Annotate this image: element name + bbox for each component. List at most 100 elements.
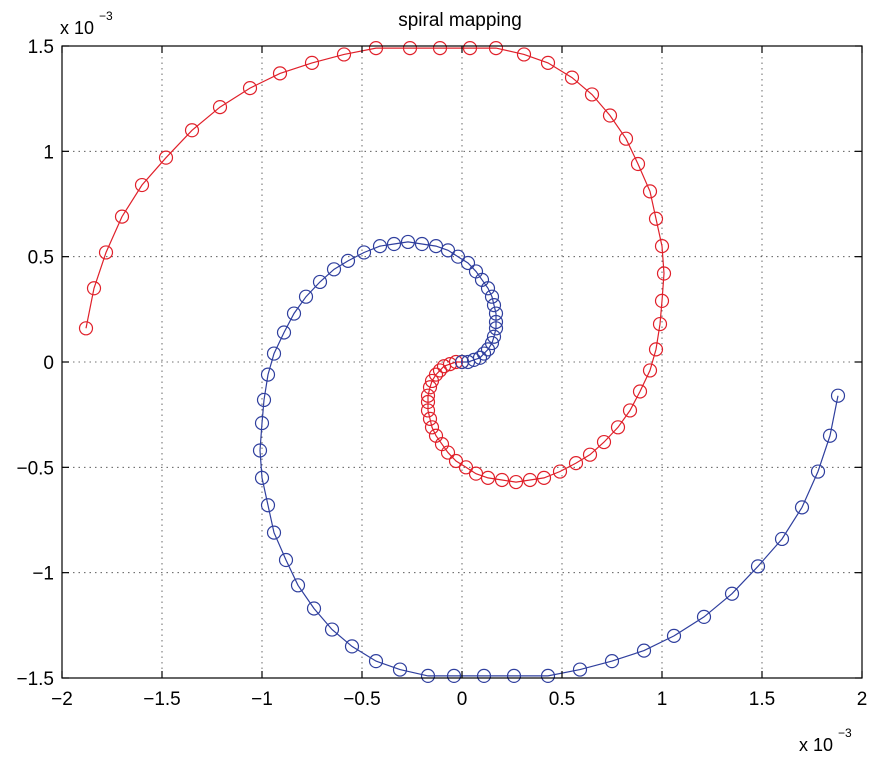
data-point <box>368 654 384 669</box>
data-point <box>484 335 500 351</box>
data-point <box>256 392 272 408</box>
data-point <box>212 99 228 115</box>
data-point <box>488 306 504 321</box>
y-tick-label: −1 <box>32 564 54 585</box>
data-point <box>400 234 416 250</box>
y-tick-label: 1 <box>43 142 54 163</box>
data-point <box>386 236 402 252</box>
data-point <box>488 314 504 330</box>
data-point <box>440 445 456 460</box>
data-point <box>266 346 282 361</box>
data-point <box>372 239 388 254</box>
data-point <box>420 403 436 418</box>
data-point <box>254 470 270 485</box>
data-point <box>618 131 634 146</box>
series-1 <box>78 41 672 490</box>
data-point <box>134 177 150 193</box>
data-point <box>312 274 328 290</box>
data-point <box>158 150 174 165</box>
data-point <box>420 668 436 683</box>
data-point <box>458 460 474 475</box>
data-point <box>696 609 712 625</box>
data-point <box>420 388 436 403</box>
series-line <box>85 47 665 483</box>
x-exponent-base: x 10 <box>799 735 833 755</box>
series-2 <box>252 234 846 683</box>
data-point <box>666 628 682 643</box>
data-point <box>642 184 658 199</box>
data-point <box>448 453 464 469</box>
data-point <box>596 434 612 450</box>
data-point <box>344 639 360 654</box>
data-point <box>632 384 648 399</box>
data-point <box>286 306 302 321</box>
data-point <box>252 443 268 458</box>
data-point <box>654 239 670 254</box>
data-point <box>724 586 740 601</box>
data-point <box>428 239 444 254</box>
data-point <box>488 41 504 56</box>
data-point <box>774 531 790 547</box>
data-point <box>98 245 114 260</box>
data-point <box>460 255 476 271</box>
x-tick-label: −0.5 <box>343 689 381 710</box>
data-point <box>830 388 846 403</box>
data-point <box>184 123 200 138</box>
data-point <box>356 245 372 260</box>
data-point <box>508 474 524 490</box>
data-point <box>450 249 466 264</box>
data-point <box>476 346 492 361</box>
data-point <box>424 420 440 435</box>
data-point <box>604 654 620 669</box>
data-point <box>568 456 584 471</box>
series-line <box>259 241 839 677</box>
x-tick-label: 2 <box>857 689 868 710</box>
data-point <box>326 262 342 277</box>
data-point <box>242 81 258 96</box>
data-point <box>540 55 556 70</box>
data-point <box>654 293 670 309</box>
data-point <box>506 668 522 683</box>
data-point <box>454 354 470 370</box>
x-exponent-label: x 10 −3 <box>799 726 852 755</box>
y-exponent-label: x 10 −3 <box>60 9 113 38</box>
data-point <box>420 394 436 410</box>
x-tick-label: 1 <box>657 689 668 710</box>
data-point <box>602 108 618 123</box>
data-point <box>794 500 810 515</box>
data-point <box>466 352 482 367</box>
data-point <box>582 447 598 462</box>
x-tick-label: −2 <box>51 689 73 710</box>
data-point <box>392 662 408 677</box>
y-exponent-base: x 10 <box>60 18 94 38</box>
data-point <box>278 552 294 568</box>
data-point <box>536 470 552 485</box>
data-point <box>572 662 588 677</box>
data-point <box>540 668 556 683</box>
data-point <box>260 498 276 513</box>
data-point <box>260 367 276 382</box>
data-point <box>368 41 384 56</box>
data-point <box>254 415 270 431</box>
data-point <box>414 236 430 252</box>
data-point <box>304 55 320 70</box>
data-point <box>630 156 646 172</box>
y-tick-label: −1.5 <box>16 669 54 690</box>
data-point <box>750 559 766 574</box>
ticks <box>61 45 863 679</box>
data-point <box>276 325 292 340</box>
data-point <box>402 41 418 56</box>
data-point <box>494 472 510 488</box>
data-point <box>272 66 288 81</box>
data-point <box>648 342 664 357</box>
data-point <box>432 363 448 378</box>
y-tick-label: 0.5 <box>28 248 54 269</box>
data-point <box>486 298 502 313</box>
chart-title: spiral mapping <box>398 10 522 31</box>
y-exponent-power: −3 <box>99 9 113 23</box>
x-tick-label: −1 <box>251 689 273 710</box>
data-point <box>522 472 538 488</box>
series-layer <box>78 41 846 683</box>
data-point <box>324 622 340 637</box>
